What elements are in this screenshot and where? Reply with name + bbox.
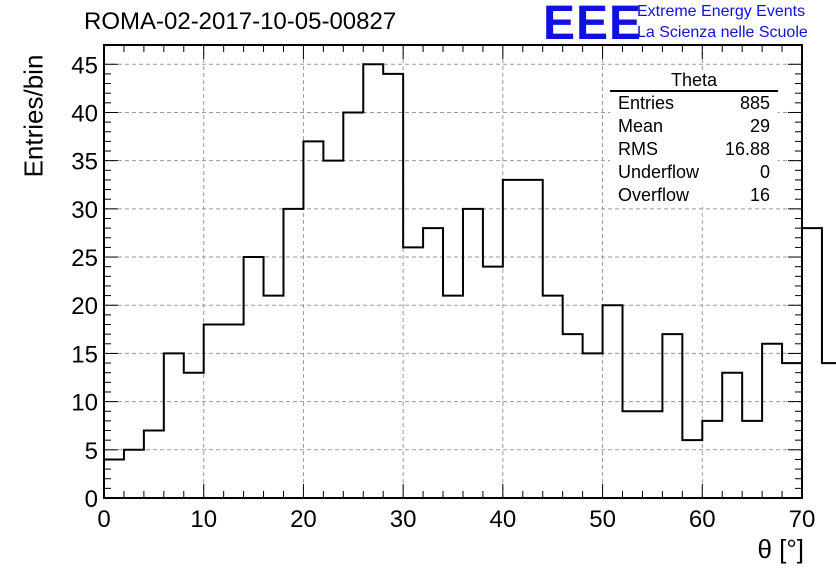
histogram-bin bbox=[722, 373, 742, 498]
x-tick-label: 0 bbox=[97, 506, 110, 533]
histogram-bin bbox=[443, 296, 463, 498]
y-tick-label: 45 bbox=[71, 52, 98, 79]
stats-value: 885 bbox=[739, 93, 770, 113]
stats-row-rms: RMS 16.88 bbox=[610, 138, 778, 161]
stats-row-overflow: Overflow 16 bbox=[610, 184, 778, 207]
histogram-bin bbox=[543, 296, 563, 498]
histogram-bin bbox=[483, 267, 503, 498]
logo-tagline-1: Extreme Energy Events bbox=[637, 3, 806, 20]
x-tick-label: 70 bbox=[789, 506, 816, 533]
stats-label: Entries bbox=[618, 93, 675, 113]
histogram-bin bbox=[323, 161, 343, 498]
y-tick-label: 10 bbox=[71, 390, 98, 417]
x-tick-label: 50 bbox=[589, 506, 616, 533]
stats-row-underflow: Underflow 0 bbox=[610, 161, 778, 184]
x-tick-label: 40 bbox=[490, 506, 517, 533]
histogram-bin bbox=[782, 363, 802, 498]
histogram-bin bbox=[682, 440, 702, 498]
logo-tagline-2: La Scienza nelle Scuole bbox=[637, 24, 808, 41]
y-axis-label: Entries/bin bbox=[18, 54, 49, 178]
histogram-bin bbox=[224, 325, 244, 498]
y-tick-label: 25 bbox=[71, 245, 98, 272]
plot-frame bbox=[103, 44, 803, 499]
y-tick-label: 5 bbox=[85, 438, 98, 465]
stats-label: Overflow bbox=[618, 185, 690, 205]
histogram-bin bbox=[762, 344, 782, 498]
histogram-bin bbox=[603, 305, 623, 498]
y-tick-label: 30 bbox=[71, 197, 98, 224]
y-tick-label: 20 bbox=[71, 293, 98, 320]
histogram-bin bbox=[802, 228, 822, 498]
stats-value: 29 bbox=[749, 116, 770, 136]
eee-logo: EEE bbox=[543, 0, 643, 50]
histogram-bin bbox=[104, 459, 124, 498]
histogram-bin bbox=[144, 431, 164, 498]
histogram-bin bbox=[822, 363, 836, 498]
x-tick-label: 10 bbox=[190, 506, 217, 533]
histogram-bin bbox=[563, 334, 583, 498]
y-tick-label: 0 bbox=[85, 486, 98, 513]
chart-title: ROMA-02-2017-10-05-00827 bbox=[84, 8, 397, 35]
x-axis-label: θ [°] bbox=[757, 534, 804, 564]
histogram-series-line bbox=[103, 63, 836, 498]
stats-label: Underflow bbox=[618, 162, 700, 182]
histogram-bin bbox=[662, 334, 682, 498]
histogram-bin bbox=[463, 209, 483, 498]
histogram-bin bbox=[383, 74, 403, 498]
histogram-bin bbox=[583, 353, 603, 498]
histogram-bin bbox=[164, 353, 184, 498]
histogram-bin bbox=[503, 180, 523, 498]
histogram-bin bbox=[363, 64, 383, 498]
histogram-bin bbox=[623, 411, 643, 498]
histogram-bin bbox=[204, 325, 224, 498]
histogram-bin bbox=[124, 450, 144, 498]
stats-value: 0 bbox=[759, 162, 770, 182]
stats-box: Theta Entries 885 Mean 29 RMS 16.88 Underfl… bbox=[610, 70, 778, 207]
stats-title: Theta bbox=[610, 70, 778, 92]
histogram-bin bbox=[702, 421, 722, 498]
x-tick-label: 20 bbox=[290, 506, 317, 533]
stats-row-entries: Entries 885 bbox=[610, 92, 778, 115]
histogram-bin bbox=[403, 247, 423, 498]
histogram-bin bbox=[283, 209, 303, 498]
stats-value: 16 bbox=[749, 185, 770, 205]
stats-row-mean: Mean 29 bbox=[610, 115, 778, 138]
y-tick-label: 35 bbox=[71, 149, 98, 176]
histogram-bin bbox=[423, 228, 443, 498]
histogram-bin bbox=[742, 421, 762, 498]
x-tick-label: 60 bbox=[689, 506, 716, 533]
x-tick-label: 30 bbox=[390, 506, 417, 533]
histogram-bin bbox=[523, 180, 543, 498]
stats-label: Mean bbox=[618, 116, 664, 136]
stats-label: RMS bbox=[618, 139, 658, 159]
y-tick-label: 40 bbox=[71, 100, 98, 127]
histogram-bin bbox=[642, 411, 662, 498]
histogram-bin bbox=[343, 112, 363, 498]
histogram-bin bbox=[184, 373, 204, 498]
histogram-bin bbox=[264, 296, 284, 498]
stats-value: 16.88 bbox=[724, 139, 770, 159]
histogram-bin bbox=[244, 257, 264, 498]
y-tick-label: 15 bbox=[71, 341, 98, 368]
histogram-bin bbox=[303, 141, 323, 498]
